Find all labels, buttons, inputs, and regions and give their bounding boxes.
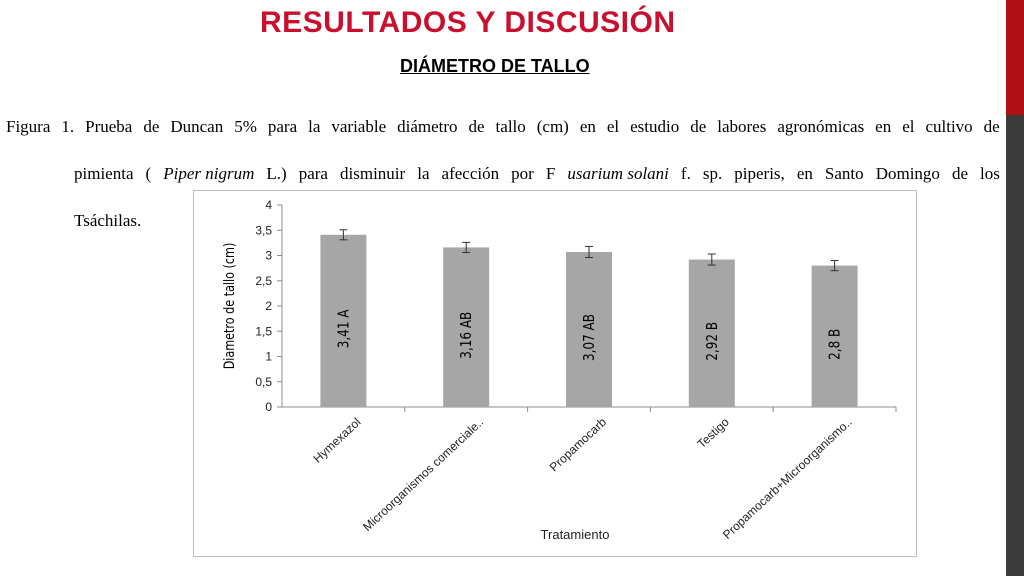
caption-word: cultivo [925,117,973,136]
x-axis-label: Tratamiento [541,527,610,542]
caption-word: pimienta [74,164,134,183]
x-tick-label: Microorganismos comerciale.. [360,415,486,534]
caption-word: Domingo [875,164,940,183]
y-axis-label: Diametro de tallo (cm) [221,243,238,370]
caption-line-1: Figura 1. Prueba de Duncan 5% para la variable di… [6,103,1000,150]
y-tick-label: 3,5 [255,223,272,237]
caption-word: los [980,164,1000,183]
y-tick-label: 1 [265,350,272,364]
slide-side-bar [1006,0,1024,576]
caption-word: f. [680,164,691,183]
caption-word: el [902,117,915,136]
y-tick-label: 0,5 [255,375,272,389]
x-tick-label: Hymexazol [310,415,363,466]
caption-word: variable [331,117,387,136]
slide-title: RESULTADOS Y DISCUSIÓN [260,6,676,39]
caption-word: en [579,117,596,136]
caption-word: de [468,117,485,136]
caption-word: (cm) [536,117,569,136]
caption-word: Prueba [85,117,133,136]
caption-word: el [606,117,620,136]
bar-value-label: 2,8 B [826,329,844,360]
bar-value-label: 2,92 B [704,322,722,361]
caption-word: F [545,164,556,183]
y-tick-label: 4 [265,198,272,212]
caption-word: afección [441,164,500,183]
caption-line-2: pimienta ( Piper nigrum L.) para disminuir la a… [6,150,1000,197]
caption-word: Duncan [170,117,224,136]
caption-word: la [417,164,430,183]
caption-word: L.) [266,164,287,183]
side-bar-base [1006,115,1024,576]
caption-word: sp. [702,164,723,183]
caption-word: de [983,117,1000,136]
caption-word: Santo [824,164,864,183]
bar [566,251,612,407]
bar-value-label: 3,07 AB [581,314,599,361]
caption-word: 5% [234,117,257,136]
bar [688,259,735,407]
caption-word: tallo [495,117,526,136]
figure-caption: Figura 1. Prueba de Duncan 5% para la variable di… [6,103,1000,244]
bar [320,234,367,407]
bar-value-label: 3,41 A [335,309,353,348]
chart-frame: 0 0,5 1 1,5 2 2,5 3 3,5 4 Diametro de tallo (cm) 3… [193,190,917,557]
caption-line-3: Tsáchilas. [74,211,142,230]
caption-word: en [796,164,813,183]
x-tick-label: Propamocarb+Microorganismo.. [720,415,855,542]
bar [811,265,858,407]
y-tick-label: 3 [265,249,272,263]
caption-word: para [267,117,298,136]
x-tick-label: Propamocarb [547,415,609,475]
caption-word: usarium solani [567,164,669,183]
y-tick-label: 2 [265,299,272,313]
caption-word: piperis, [734,164,785,183]
caption-word: estudio [630,117,680,136]
caption-word: de [143,117,160,136]
caption-word: Piper nigrum [163,164,255,183]
y-tick-label: 1,5 [255,324,272,338]
y-tick-label: 0 [265,400,272,414]
caption-word: la [308,117,321,136]
caption-word: para [298,164,328,183]
slide-subtitle: DIÁMETRO DE TALLO [400,56,590,76]
caption-word: en [875,117,892,136]
caption-word: disminuir [340,164,406,183]
side-bar-accent [1006,0,1024,115]
caption-word: labores [717,117,767,136]
y-tick-label: 2,5 [255,274,272,288]
bar-value-label: 3,16 AB [458,312,476,359]
caption-word: diámetro [397,117,458,136]
caption-word: agronómicas [777,117,865,136]
bar [443,247,490,407]
caption-word: ( [145,164,152,183]
caption-word: Figura [6,117,51,136]
bar-chart: 0 0,5 1 1,5 2 2,5 3 3,5 4 Diametro de tallo (cm) 3… [221,198,897,542]
caption-word: 1. [61,117,75,136]
x-tick-label: Testigo [694,415,732,451]
caption-word: de [951,164,968,183]
caption-word: de [690,117,707,136]
caption-word: por [511,164,534,183]
